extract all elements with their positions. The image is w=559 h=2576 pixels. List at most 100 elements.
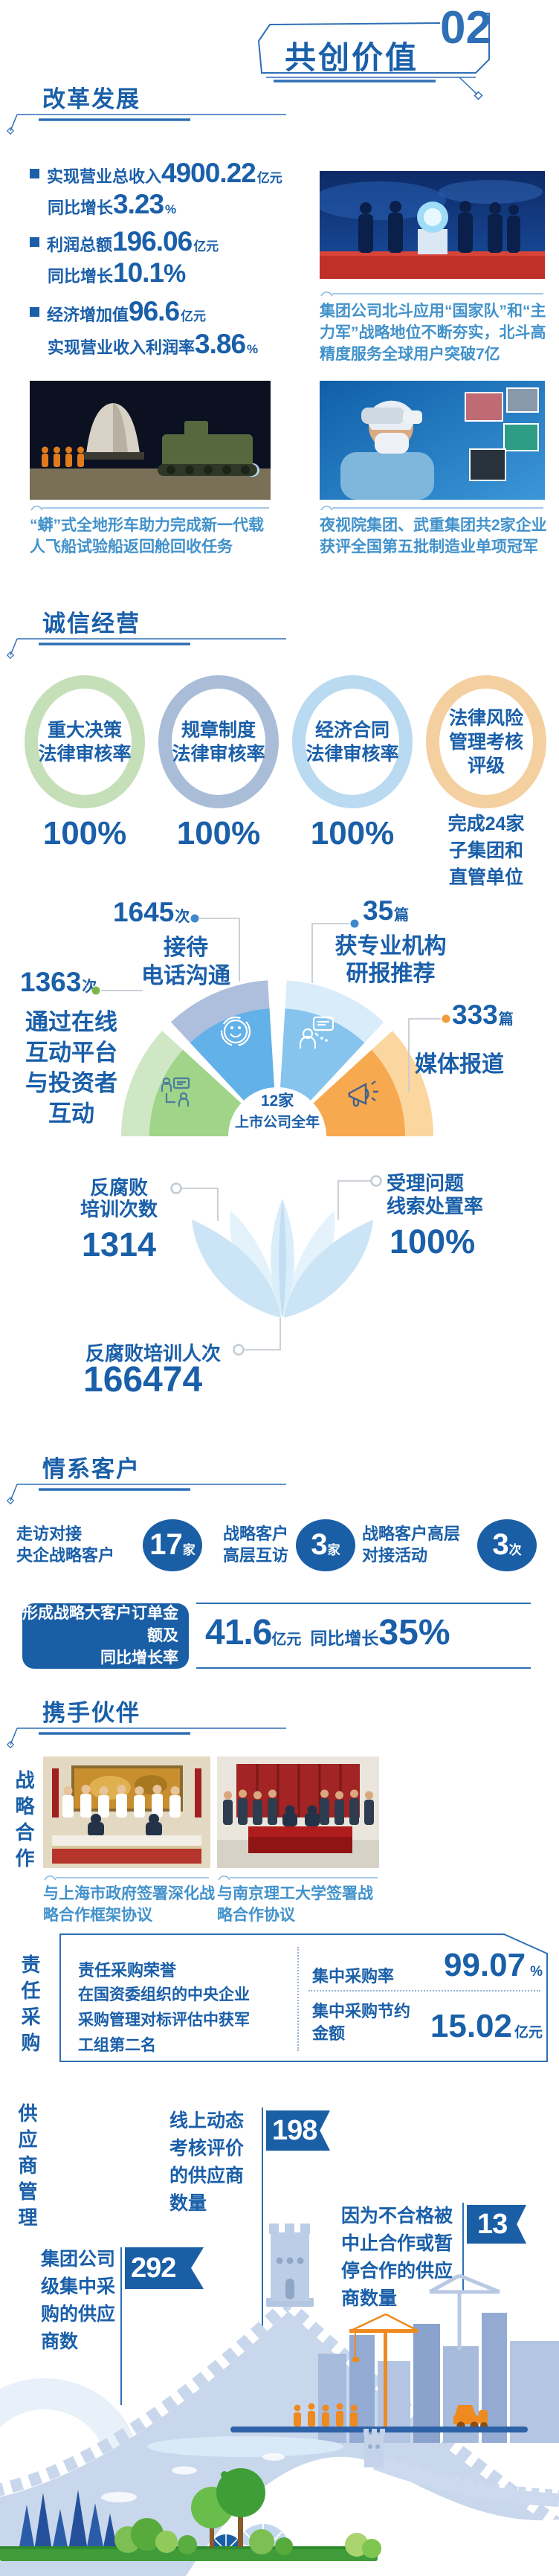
callout-unit: 篇 xyxy=(498,1011,514,1028)
supplier-suspended-label: 因为不合格被中止合作或暂停合作的供应商数量 xyxy=(341,2206,453,2309)
ring-contracts: 经济合同 法律审核率 xyxy=(292,675,413,808)
order-unit: 亿元 xyxy=(271,1632,302,1648)
badge-unit: 家 xyxy=(182,1543,196,1557)
photo-shanghai-signing xyxy=(43,1756,210,1868)
bullet-icon xyxy=(30,236,39,247)
badge-value: 3 xyxy=(311,1528,328,1561)
supplier-suspended-flag: 13 xyxy=(467,2205,526,2244)
supplier-group-level-flag: 292 xyxy=(125,2247,204,2289)
investor-interaction-icon xyxy=(161,1077,190,1107)
stat-profit-growth: 同比增长 10.1 % xyxy=(48,257,186,289)
photo-spacecraft-recovery xyxy=(30,381,271,500)
badge-value: 3 xyxy=(492,1528,509,1561)
supplier-group-level-label: 集团公司级集中采购的供应商数 xyxy=(41,2249,116,2352)
clouds xyxy=(101,2453,285,2502)
procurement-savings-label: 集中采购节约 金额 xyxy=(312,2002,411,2043)
section-title-partners: 携手伙伴 xyxy=(42,1700,140,1726)
central-procurement-rate-label: 集中采购率 xyxy=(312,1967,395,1986)
section-title-reform: 改革发展 xyxy=(42,86,140,112)
badge-value: 17 xyxy=(149,1528,183,1561)
ring-label: 重大决策 法律审核率 xyxy=(38,719,132,764)
hill-wall xyxy=(363,2429,559,2507)
bullet-icon xyxy=(30,168,39,178)
tower-crane-silhouette xyxy=(428,2273,500,2350)
stat-unit: % xyxy=(164,260,187,288)
dotted-divider xyxy=(297,1947,299,2051)
ring-value: 完成24家 子集团和 直管单位 xyxy=(447,814,525,888)
order-growth-value: 35% xyxy=(378,1613,450,1652)
customer-mutual-visits-badge: 3 家 xyxy=(296,1519,355,1571)
order-growth-label: 同比增长 xyxy=(310,1629,379,1648)
callout-unit: 篇 xyxy=(394,907,410,924)
stat-label: 同比增长 xyxy=(48,267,114,286)
callout-phone-calls: 1645 次 xyxy=(113,897,190,928)
anticorruption-trainees-value: 166474 xyxy=(83,1360,203,1400)
customer-mutual-visits-label: 战略客户 高层互访 xyxy=(223,1524,289,1565)
orange-crane xyxy=(349,2313,419,2427)
photo-caption: “蟒”式全地形车助力完成新一代载人飞船试验船返回舱回收任务 xyxy=(30,517,264,556)
photo-beidou-ceremony xyxy=(320,171,545,279)
stat-value: 99.07 xyxy=(443,1947,526,1983)
bullet-icon xyxy=(30,306,39,317)
bushes-and-trees xyxy=(114,2468,381,2558)
ring-major-decisions: 重大决策 法律审核率 xyxy=(25,675,145,808)
section-title-customers: 情系客户 xyxy=(42,1456,140,1482)
stat-profit: 利润总额 196.06 亿元 xyxy=(30,226,219,257)
stat-label: 实现营业总收入 xyxy=(47,167,162,186)
caption-rule xyxy=(44,1875,209,1881)
callout-online-interaction: 1363 次 xyxy=(20,967,97,998)
smile-service-icon xyxy=(220,1016,251,1047)
megaphone-icon xyxy=(348,1081,378,1107)
pine-trees xyxy=(19,2490,117,2551)
stat-unit: % xyxy=(247,342,259,356)
fan-center-label: 12家 上市公司全年 xyxy=(225,1089,329,1131)
central-procurement-rate: 99.07 % xyxy=(405,1947,543,1984)
clue-handling-value: 100% xyxy=(390,1223,476,1260)
anticorruption-trainees-label: 反腐败培训人次 xyxy=(85,1342,222,1365)
stat-value: 4900.22 xyxy=(161,158,256,188)
ground-bar xyxy=(230,2427,528,2432)
photo-nanjing-signing xyxy=(217,1756,379,1868)
great-wall-city-illustration xyxy=(0,2224,559,2576)
stat-revenue: 实现营业总收入 4900.22 亿元 xyxy=(30,158,282,189)
stat-label: 实现营业收入利润率 xyxy=(48,338,196,357)
ring-label: 法律风险 管理考核 评级 xyxy=(448,707,523,776)
construction-workers xyxy=(294,2403,358,2427)
callout-value: 333 xyxy=(452,999,498,1030)
header-frame xyxy=(257,13,490,100)
flag-value: 198 xyxy=(272,2114,317,2146)
stat-unit: 亿元 xyxy=(181,309,207,323)
divider-line xyxy=(262,2108,263,2353)
section-title-integrity: 诚信经营 xyxy=(42,611,140,637)
stat-label: 同比增长 xyxy=(48,199,114,217)
procurement-honor-title: 责任采购荣誉 xyxy=(78,1961,177,1980)
divider-line xyxy=(462,2203,464,2290)
stat-unit: % xyxy=(165,202,177,216)
callout-value: 35 xyxy=(363,895,394,926)
ring-legal-risk: 法律风险 管理考核 评级 xyxy=(426,675,546,808)
stat-unit: % xyxy=(530,1964,543,1980)
order-box-label: 形成战略大客户订单金额及 同比增长率 xyxy=(22,1605,178,1667)
supplier-management-label: 供应商管理 xyxy=(16,2103,38,2233)
stat-label: 利润总额 xyxy=(47,236,113,254)
divider-line xyxy=(120,2247,122,2405)
callout-label: 媒体报道 xyxy=(415,1052,504,1077)
responsible-procurement-label: 责任采购 xyxy=(19,1954,41,2058)
ring-label: 规章制度 法律审核率 xyxy=(172,719,265,764)
stat-revenue-growth: 同比增长 3.23 % xyxy=(48,189,176,220)
procurement-honor-body: 在国资委组织的中央企业采购管理对标评估中获军工组第二名 xyxy=(78,1986,250,2054)
badge-unit: 次 xyxy=(508,1543,522,1557)
customer-activities-badge: 3 次 xyxy=(477,1519,537,1571)
page-title: 共创价值 xyxy=(285,40,419,75)
anticorruption-trainings-label: 反腐败 培训次数 xyxy=(80,1176,158,1220)
ring-rules: 规章制度 法律审核率 xyxy=(158,675,279,808)
photo-caption: 与南京理工大学签署战略合作协议 xyxy=(217,1885,373,1924)
fan-center-line1: 12家 xyxy=(260,1092,294,1110)
stat-value: 3.23 xyxy=(113,189,164,219)
stat-value: 3.86 xyxy=(195,329,246,359)
procurement-savings: 15.02 亿元 xyxy=(405,2008,543,2045)
stat-unit: 亿元 xyxy=(256,171,282,185)
rule xyxy=(196,1667,531,1669)
stat-unit: 亿元 xyxy=(514,2025,543,2041)
section-underline xyxy=(6,114,286,135)
